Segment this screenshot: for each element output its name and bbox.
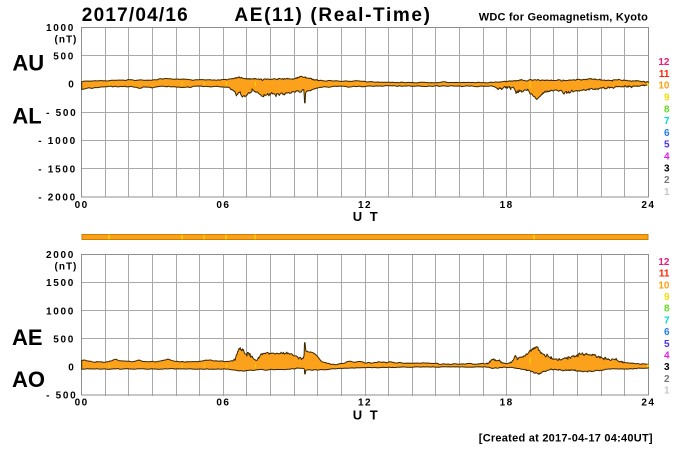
svg-text:0: 0 (68, 80, 75, 91)
svg-text:00: 00 (75, 398, 89, 409)
svg-text:500: 500 (53, 334, 75, 345)
svg-text:9: 9 (664, 93, 670, 104)
svg-text:9: 9 (664, 292, 670, 303)
svg-text:5: 5 (664, 140, 670, 151)
svg-text:500: 500 (53, 51, 75, 62)
svg-text:U T: U T (353, 209, 380, 224)
svg-text:2: 2 (664, 175, 670, 186)
svg-text:2017/04/16: 2017/04/16 (82, 5, 189, 26)
svg-text:(nT): (nT) (55, 262, 78, 273)
svg-text:10: 10 (658, 280, 670, 291)
svg-text:- 2000: - 2000 (38, 193, 77, 204)
svg-text:AL: AL (12, 104, 41, 129)
svg-text:AE(11) (Real-Time): AE(11) (Real-Time) (234, 5, 431, 26)
svg-text:18: 18 (500, 200, 514, 211)
svg-text:8: 8 (664, 304, 670, 315)
svg-text:7: 7 (664, 116, 670, 127)
svg-text:5: 5 (664, 339, 670, 350)
svg-text:18: 18 (500, 398, 514, 409)
svg-text:AE: AE (12, 325, 43, 350)
svg-text:10: 10 (658, 81, 670, 92)
svg-text:2000: 2000 (46, 250, 75, 261)
svg-text:12: 12 (658, 57, 670, 68)
svg-text:2: 2 (664, 374, 670, 385)
svg-text:4: 4 (664, 152, 670, 163)
svg-text:3: 3 (664, 362, 670, 373)
svg-text:24: 24 (641, 200, 655, 211)
svg-text:00: 00 (75, 200, 89, 211)
svg-text:8: 8 (664, 104, 670, 115)
svg-text:1: 1 (664, 386, 670, 397)
svg-text:1000: 1000 (46, 306, 75, 317)
svg-text:AU: AU (12, 51, 44, 76)
svg-text:24: 24 (641, 398, 655, 409)
svg-text:1500: 1500 (46, 278, 75, 289)
svg-text:0: 0 (68, 363, 75, 374)
svg-text:- 500: - 500 (46, 391, 77, 402)
svg-text:1000: 1000 (46, 23, 75, 34)
svg-text:7: 7 (664, 315, 670, 326)
svg-text:11: 11 (659, 69, 670, 80)
svg-text:AO: AO (12, 367, 45, 392)
svg-text:- 1500: - 1500 (38, 164, 77, 175)
svg-text:6: 6 (664, 327, 670, 338)
svg-text:12: 12 (358, 200, 372, 211)
svg-text:1: 1 (664, 187, 670, 198)
svg-text:3: 3 (664, 163, 670, 174)
svg-text:06: 06 (216, 398, 230, 409)
svg-text:4: 4 (664, 351, 670, 362)
svg-text:11: 11 (659, 269, 670, 280)
svg-text:(nT): (nT) (55, 35, 78, 46)
svg-text:6: 6 (664, 128, 670, 139)
svg-text:12: 12 (358, 398, 372, 409)
svg-text:12: 12 (658, 257, 670, 268)
svg-text:[Created at 2017-04-17 04:40UT: [Created at 2017-04-17 04:40UT] (479, 432, 653, 444)
svg-text:- 500: - 500 (46, 108, 77, 119)
svg-text:06: 06 (216, 200, 230, 211)
svg-text:- 1000: - 1000 (38, 136, 77, 147)
svg-text:U T: U T (353, 408, 380, 423)
svg-text:WDC for Geomagnetism, Kyoto: WDC for Geomagnetism, Kyoto (479, 12, 648, 24)
